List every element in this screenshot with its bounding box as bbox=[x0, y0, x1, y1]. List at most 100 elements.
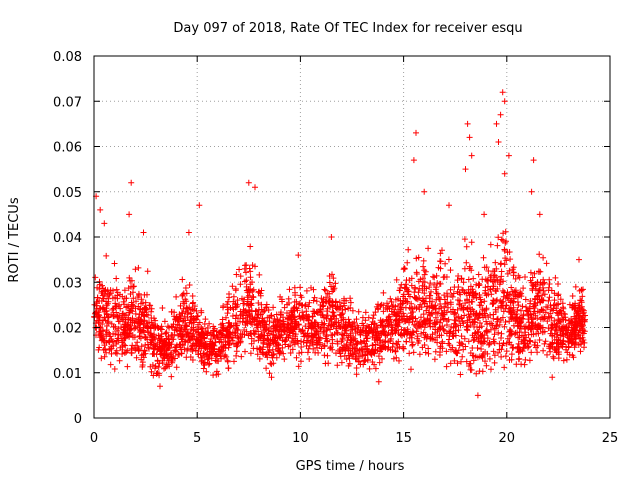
data-point bbox=[268, 313, 274, 320]
data-point bbox=[491, 352, 498, 359]
data-point bbox=[111, 260, 118, 267]
data-point bbox=[433, 309, 439, 316]
data-point bbox=[371, 337, 378, 343]
data-point bbox=[226, 291, 232, 297]
data-point bbox=[242, 348, 248, 355]
data-point bbox=[380, 308, 387, 315]
y-tick-label: 0.03 bbox=[53, 276, 82, 291]
data-point bbox=[551, 301, 558, 308]
data-point bbox=[498, 260, 505, 267]
data-point bbox=[493, 323, 500, 330]
data-point bbox=[528, 349, 535, 356]
data-point bbox=[166, 340, 173, 347]
data-point bbox=[147, 363, 154, 370]
data-point bbox=[544, 318, 551, 325]
data-point bbox=[114, 350, 120, 357]
data-point bbox=[516, 320, 523, 327]
data-point bbox=[305, 325, 312, 332]
data-point bbox=[512, 318, 519, 325]
data-point bbox=[150, 350, 157, 357]
data-point bbox=[417, 301, 424, 308]
data-point bbox=[177, 341, 184, 348]
data-point bbox=[129, 315, 136, 322]
data-point bbox=[401, 313, 408, 320]
data-point bbox=[534, 279, 541, 286]
data-point bbox=[506, 318, 513, 325]
data-point bbox=[563, 324, 570, 331]
data-point bbox=[237, 281, 244, 288]
data-point bbox=[355, 358, 362, 364]
data-point bbox=[271, 325, 278, 332]
data-point bbox=[235, 315, 241, 322]
data-point bbox=[163, 329, 170, 336]
data-point bbox=[442, 260, 449, 267]
data-point bbox=[370, 315, 376, 322]
data-point bbox=[476, 368, 483, 375]
data-point bbox=[509, 345, 516, 351]
data-point bbox=[191, 343, 198, 349]
data-point bbox=[313, 298, 320, 305]
data-point bbox=[545, 325, 552, 332]
data-point bbox=[495, 139, 502, 145]
data-point bbox=[156, 339, 163, 346]
data-point bbox=[124, 303, 131, 310]
data-point bbox=[97, 206, 104, 213]
data-point bbox=[455, 273, 462, 279]
data-point bbox=[420, 278, 427, 285]
data-point bbox=[424, 315, 431, 322]
data-point bbox=[136, 292, 142, 299]
data-point bbox=[253, 307, 260, 314]
data-point bbox=[457, 291, 464, 298]
data-point bbox=[542, 309, 549, 316]
data-point bbox=[321, 352, 328, 359]
data-point bbox=[179, 318, 186, 325]
data-point bbox=[406, 350, 413, 357]
data-point bbox=[284, 301, 291, 308]
data-point bbox=[569, 352, 576, 359]
y-tick-label: 0.02 bbox=[53, 322, 82, 337]
data-point bbox=[233, 352, 240, 359]
data-point bbox=[512, 275, 519, 282]
data-point bbox=[548, 341, 555, 348]
data-point bbox=[151, 323, 158, 330]
data-point bbox=[162, 364, 169, 371]
data-point bbox=[243, 283, 250, 290]
data-point bbox=[231, 329, 238, 336]
data-point bbox=[232, 322, 239, 329]
data-point bbox=[392, 348, 399, 355]
data-point bbox=[351, 319, 358, 326]
data-point bbox=[264, 335, 271, 342]
data-point bbox=[490, 268, 496, 275]
data-point bbox=[536, 211, 543, 218]
data-point bbox=[490, 311, 497, 318]
data-point bbox=[172, 317, 179, 323]
data-point bbox=[393, 313, 400, 320]
data-point bbox=[250, 294, 257, 301]
data-point bbox=[247, 268, 254, 275]
data-point bbox=[126, 211, 133, 218]
data-point bbox=[155, 332, 162, 339]
data-point bbox=[389, 347, 396, 354]
data-point bbox=[132, 266, 139, 273]
data-point bbox=[173, 364, 180, 371]
data-point bbox=[540, 254, 547, 261]
data-point bbox=[246, 311, 253, 318]
data-point bbox=[421, 188, 428, 195]
data-point bbox=[190, 317, 197, 324]
data-point bbox=[521, 361, 528, 368]
data-point bbox=[113, 275, 120, 282]
data-point bbox=[143, 322, 150, 329]
data-point bbox=[541, 291, 548, 298]
data-point bbox=[421, 300, 428, 307]
data-point bbox=[236, 334, 243, 341]
data-point bbox=[427, 280, 434, 287]
data-point bbox=[324, 338, 331, 345]
data-point bbox=[213, 332, 220, 338]
data-point bbox=[164, 355, 171, 362]
data-point bbox=[257, 311, 264, 318]
data-point bbox=[146, 319, 152, 326]
data-point bbox=[507, 256, 514, 263]
data-point bbox=[291, 308, 298, 314]
data-point bbox=[139, 362, 146, 368]
